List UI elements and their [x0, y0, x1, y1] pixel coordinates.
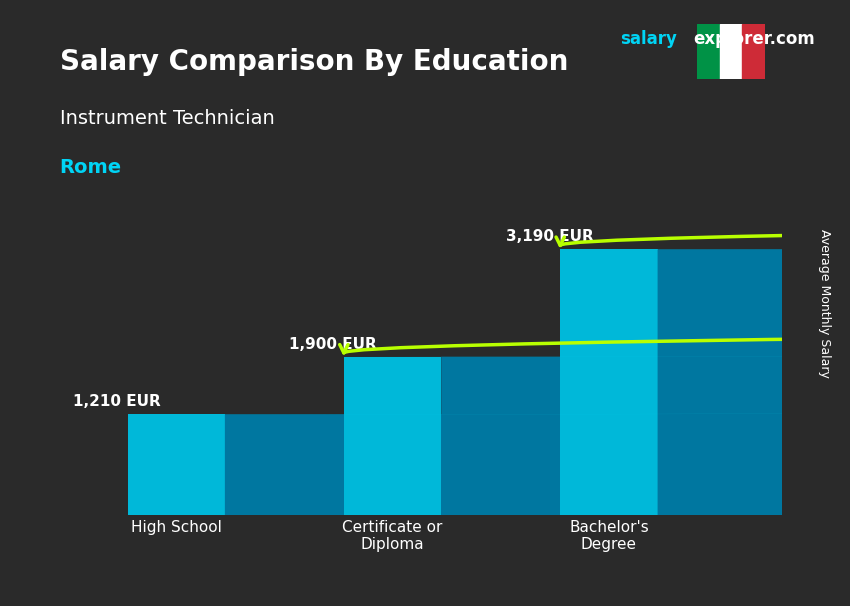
Text: Salary Comparison By Education: Salary Comparison By Education — [60, 48, 568, 76]
Text: explorer.com: explorer.com — [693, 30, 814, 48]
Bar — [344, 357, 441, 515]
Text: Rome: Rome — [60, 158, 122, 176]
Polygon shape — [344, 349, 850, 357]
Text: 1,900 EUR: 1,900 EUR — [289, 337, 377, 351]
Text: 3,190 EUR: 3,190 EUR — [506, 229, 593, 244]
Bar — [560, 249, 658, 515]
Polygon shape — [441, 349, 850, 515]
FancyArrowPatch shape — [340, 323, 850, 407]
Polygon shape — [560, 242, 850, 249]
Polygon shape — [225, 407, 850, 515]
Bar — [128, 415, 225, 515]
Bar — [697, 24, 720, 79]
FancyArrowPatch shape — [556, 218, 850, 349]
Bar — [720, 24, 742, 79]
Text: Average Monthly Salary: Average Monthly Salary — [818, 228, 831, 378]
Text: salary: salary — [620, 30, 677, 48]
Polygon shape — [128, 407, 850, 415]
Bar — [742, 24, 765, 79]
Text: Instrument Technician: Instrument Technician — [60, 109, 275, 128]
Text: 1,210 EUR: 1,210 EUR — [73, 395, 161, 409]
Polygon shape — [658, 242, 850, 515]
